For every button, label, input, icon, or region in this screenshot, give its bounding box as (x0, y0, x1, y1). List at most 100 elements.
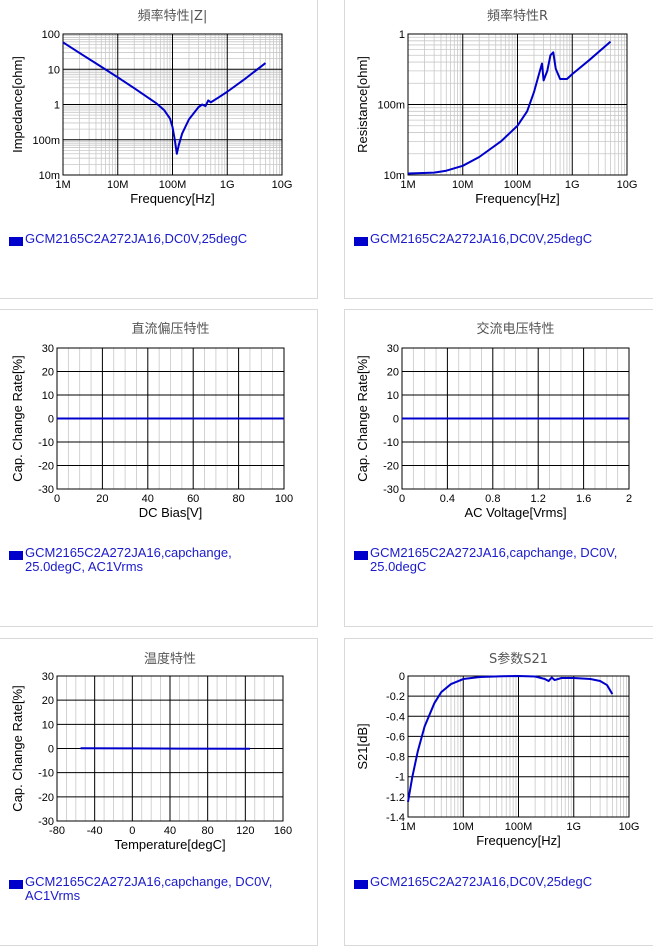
chart-title: S参数S21 (489, 651, 548, 667)
x-tick-label: 10M (452, 179, 473, 191)
x-axis-label: Frequency[Hz] (476, 833, 561, 848)
legend-label: GCM2165C2A272JA16,DC0V,25degC (370, 232, 592, 246)
y-tick-label: -10 (383, 437, 399, 449)
y-tick-label: -20 (38, 792, 54, 804)
legend-label: GCM2165C2A272JA16,capchange, 25.0degC, A… (25, 546, 232, 574)
y-tick-label: 30 (387, 343, 399, 355)
x-axis-label: Frequency[Hz] (475, 191, 560, 206)
x-axis-label: Frequency[Hz] (130, 191, 215, 206)
y-tick-label: 20 (42, 695, 54, 707)
y-axis-label: Resistance[ohm] (355, 56, 370, 153)
x-tick-label: 100M (505, 821, 533, 833)
y-tick-label: -1.2 (386, 792, 405, 804)
y-tick-label: -0.2 (386, 691, 405, 703)
x-tick-label: 160 (274, 825, 292, 837)
y-tick-label: 10 (387, 390, 399, 402)
x-axis-label: AC Voltage[Vrms] (464, 505, 566, 520)
x-tick-label: 1.2 (531, 493, 546, 505)
x-tick-label: 0.8 (485, 493, 500, 505)
y-tick-label: 0 (399, 671, 405, 683)
x-tick-label: 40 (142, 493, 154, 505)
y-tick-label: 20 (387, 367, 399, 379)
x-tick-label: 0 (54, 493, 60, 505)
legend-swatch (9, 237, 23, 246)
x-tick-label: 10M (453, 821, 474, 833)
y-tick-label: 10m (384, 170, 405, 182)
x-axis-label: DC Bias[V] (139, 505, 203, 520)
y-tick-label: 30 (42, 343, 54, 355)
chart-title: 頻率特性|Z| (138, 8, 208, 24)
y-tick-label: -10 (38, 768, 54, 780)
y-tick-label: 0 (48, 744, 54, 756)
x-tick-label: 1G (565, 179, 580, 191)
y-tick-label: -1.4 (386, 812, 405, 824)
y-tick-label: -10 (38, 437, 54, 449)
x-tick-label: 80 (232, 493, 244, 505)
y-tick-label: -30 (383, 484, 399, 496)
x-tick-label: 10M (107, 179, 128, 191)
x-tick-label: 0 (129, 825, 135, 837)
y-tick-label: 100m (32, 135, 60, 147)
y-axis-label: Impedance[ohm] (10, 56, 25, 153)
y-tick-label: -0.8 (386, 752, 405, 764)
x-tick-label: 120 (236, 825, 254, 837)
x-tick-label: -40 (87, 825, 103, 837)
legend-swatch (354, 880, 368, 889)
legend-label: GCM2165C2A272JA16,capchange, DC0V, AC1Vr… (25, 875, 272, 903)
y-tick-label: 10 (48, 64, 60, 76)
y-tick-label: 1 (399, 29, 405, 41)
y-tick-label: 0 (393, 414, 399, 426)
chart-title: 温度特性 (144, 651, 196, 667)
legend-label: GCM2165C2A272JA16,DC0V,25degC (370, 875, 592, 889)
y-axis-label: Cap. Change Rate[%] (10, 355, 25, 481)
x-tick-label: 2 (626, 493, 632, 505)
legend-label: GCM2165C2A272JA16,DC0V,25degC (25, 232, 247, 246)
legend-swatch (9, 551, 23, 560)
y-tick-label: -30 (38, 484, 54, 496)
x-tick-label: 1.6 (576, 493, 591, 505)
x-tick-label: 100 (275, 493, 293, 505)
x-axis-label: Temperature[degC] (114, 837, 225, 852)
x-tick-label: 100M (504, 179, 532, 191)
x-tick-label: 20 (96, 493, 108, 505)
y-tick-label: 1 (54, 100, 60, 112)
grid (63, 34, 282, 175)
legend-label: GCM2165C2A272JA16,capchange, DC0V, 25.0d… (370, 546, 617, 574)
y-tick-label: 20 (42, 367, 54, 379)
chart-title: 直流偏压特性 (131, 322, 209, 337)
y-tick-label: -0.4 (386, 711, 405, 723)
y-axis-label: Cap. Change Rate[%] (10, 685, 25, 811)
y-tick-label: 100 (42, 29, 60, 41)
x-tick-label: 1G (566, 821, 581, 833)
y-axis-label: Cap. Change Rate[%] (355, 355, 370, 481)
chart-title: 頻率特性R (487, 8, 548, 24)
x-tick-label: 1G (220, 179, 235, 191)
y-tick-label: -1 (395, 772, 405, 784)
legend-swatch (354, 551, 368, 560)
y-tick-label: -20 (383, 461, 399, 473)
y-tick-label: -20 (38, 461, 54, 473)
x-tick-label: 100M (159, 179, 187, 191)
x-tick-label: 0.4 (440, 493, 455, 505)
x-tick-label: 0 (399, 493, 405, 505)
x-tick-label: 10G (272, 179, 293, 191)
x-tick-label: 60 (187, 493, 199, 505)
y-tick-label: -30 (38, 816, 54, 828)
x-tick-label: 10G (617, 179, 638, 191)
y-axis-label: S21[dB] (355, 723, 370, 769)
y-tick-label: 100m (377, 100, 405, 112)
legend-swatch (9, 880, 23, 889)
y-tick-label: 10 (42, 390, 54, 402)
